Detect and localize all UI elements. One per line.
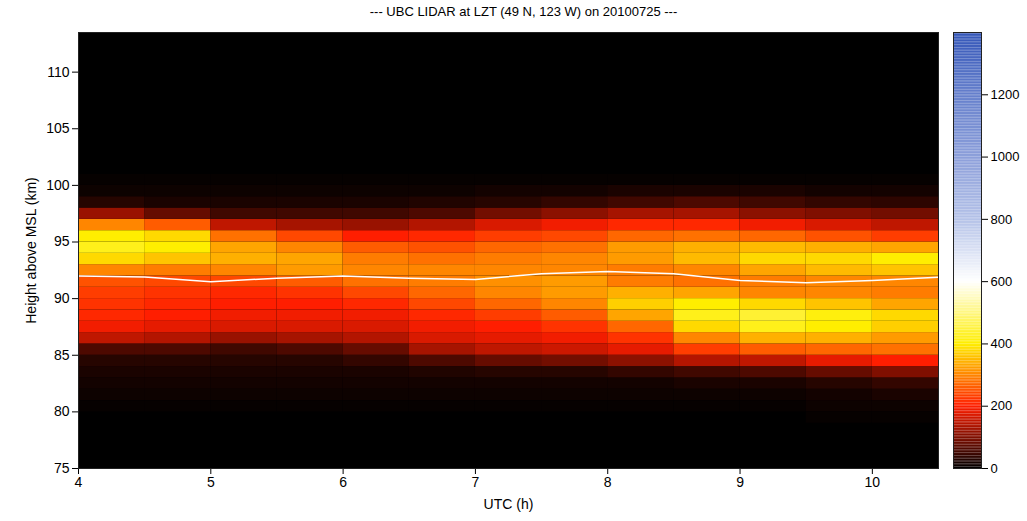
svg-text:110: 110 [47,64,70,80]
svg-text:UTC (h): UTC (h) [484,496,534,512]
svg-text:800: 800 [991,212,1013,227]
svg-text:200: 200 [991,398,1013,413]
svg-text:100: 100 [46,177,70,193]
svg-text:6: 6 [339,474,347,490]
svg-text:4: 4 [75,474,83,490]
svg-text:1000: 1000 [991,149,1020,164]
svg-text:8: 8 [604,474,612,490]
svg-text:85: 85 [54,347,70,363]
html-text:--- UBC LIDAR at LZT (49 N, 12: --- UBC LIDAR at LZT (49 N, 123 W) on 20… [369,4,678,19]
svg-text:75: 75 [54,460,70,476]
svg-text:Height above MSL (km): Height above MSL (km) [23,177,39,324]
svg-text:7: 7 [472,474,480,490]
svg-text:95: 95 [54,233,70,249]
svg-text:1200: 1200 [991,87,1020,102]
svg-text:5: 5 [207,474,215,490]
svg-text:600: 600 [991,274,1013,289]
svg-text:400: 400 [991,336,1013,351]
svg-text:9: 9 [736,474,744,490]
svg-text:90: 90 [54,290,70,306]
svg-text:0: 0 [991,461,998,476]
svg-text:80: 80 [54,403,70,419]
svg-text:10: 10 [865,474,881,490]
svg-text:105: 105 [46,120,70,136]
